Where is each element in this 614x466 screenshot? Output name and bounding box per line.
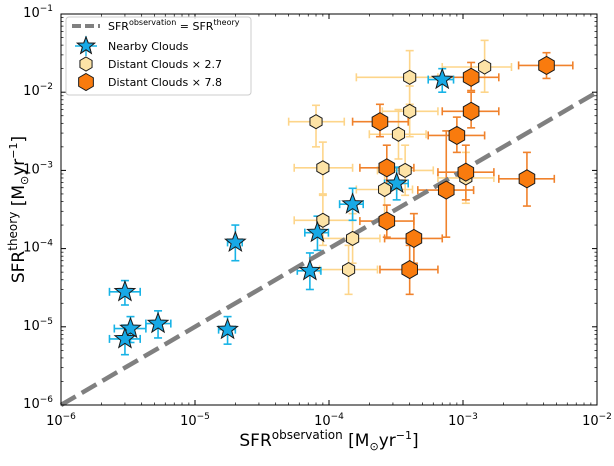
distant-cloud-7-8-point [437, 180, 455, 200]
equality-line [59, 90, 599, 407]
y-tick-label: 10−6 [23, 395, 53, 412]
distant-cloud-7-8-point [457, 162, 475, 182]
nearby-cloud-point [113, 279, 137, 302]
legend-nearby-label: Nearby Clouds [108, 40, 189, 53]
distant-cloud-2-7-point [342, 261, 356, 278]
nearby-cloud-point [430, 67, 454, 90]
distant-cloud-2-7-point [378, 181, 392, 198]
nearby-cloud-point [385, 171, 409, 194]
legend-distant27-label: Distant Clouds × 2.7 [108, 58, 222, 71]
distant-cloud-2-7-point [316, 212, 330, 228]
distant-cloud-2-7-point [309, 114, 323, 130]
distant-cloud-7-8-point [462, 67, 480, 87]
nearby-cloud-point [298, 258, 322, 281]
distant-cloud-7-8-point [405, 228, 423, 248]
y-tick-label: 10−3 [23, 160, 53, 177]
y-tick-label: 10−2 [23, 82, 53, 99]
y-tick-label: 10−1 [23, 4, 53, 21]
distant-cloud-7-8-point [401, 259, 418, 280]
x-axis-label: SFRobservation [M⊙yr−1] [239, 428, 418, 453]
distant-cloud-7-8-point [448, 125, 466, 146]
distant-cloud-2-7-point [403, 103, 417, 119]
x-tick-label: 10−5 [180, 412, 210, 429]
y-tick-label: 10−5 [23, 317, 53, 334]
x-tick-label: 10−6 [46, 412, 76, 429]
distant-cloud-2-7-point [316, 160, 330, 176]
nearby-cloud-point [216, 317, 239, 340]
legend-nearby-marker [76, 35, 96, 55]
legend-distant78-label: Distant Clouds × 7.8 [108, 76, 222, 89]
legend-box [65, 16, 252, 96]
distant-cloud-2-7-point [398, 162, 412, 178]
legend: SFRobservation = SFRtheory Nearby Clouds D… [65, 16, 252, 96]
distant-cloud-2-7-point [346, 230, 360, 246]
legend-distant27-marker [79, 56, 93, 72]
distant-cloud-2-7-point [403, 69, 417, 85]
distant-cloud-7-8-point [538, 55, 555, 75]
nearby-cloud-point [119, 316, 142, 339]
error-bar [441, 39, 513, 93]
legend-equality-label: SFRobservation = SFRtheory [108, 18, 240, 33]
x-tick-label: 10−3 [448, 412, 478, 429]
distant-cloud-2-7-point [478, 59, 492, 75]
nearby-cloud-point [341, 192, 364, 214]
distant-cloud-7-8-point [378, 211, 396, 231]
distant-cloud-7-8-point [518, 169, 536, 189]
x-tick-label: 10−4 [314, 412, 344, 429]
axes: 10−6 10−5 10−4 10−3 10−2 10−6 10−5 10−4 10−3 10−2… [6, 4, 612, 453]
error-bar [293, 141, 354, 195]
legend-distant78-marker [78, 72, 94, 92]
y-axis-label: SFRtheory [M⊙yr−1] [6, 136, 31, 283]
distant-cloud-7-8-point [371, 112, 389, 132]
y-tick-label: 10−4 [23, 239, 53, 256]
nearby-cloud-point [146, 311, 170, 334]
nearby-cloud-point [113, 326, 137, 349]
distant-cloud-7-8-point [378, 158, 396, 178]
data-markers [113, 55, 555, 349]
distant-cloud-7-8-point [462, 101, 480, 121]
equality-line-path [59, 90, 599, 407]
distant-cloud-2-7-point [391, 126, 406, 142]
nearby-cloud-point [306, 220, 329, 243]
nearby-cloud-point [223, 230, 247, 253]
x-tick-label: 10−2 [582, 412, 612, 429]
